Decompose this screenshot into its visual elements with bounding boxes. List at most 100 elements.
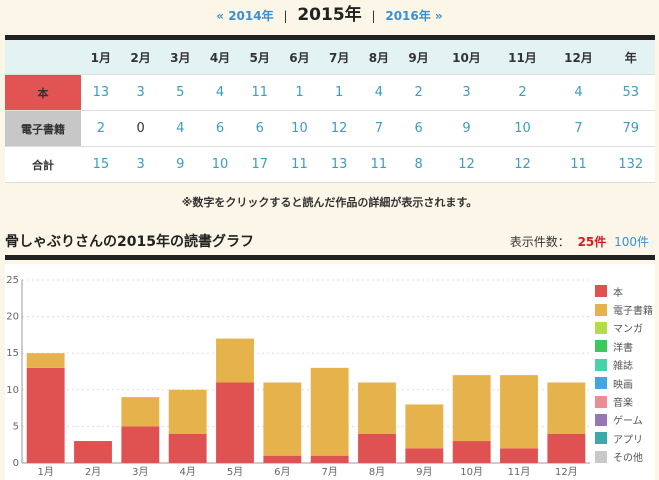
legend-item: 本 bbox=[595, 282, 655, 300]
count-cell[interactable]: 11 bbox=[239, 74, 280, 111]
bar-segment bbox=[405, 404, 444, 449]
bar-segment bbox=[452, 375, 491, 442]
count-cell[interactable]: 3 bbox=[438, 74, 495, 111]
bar-segment bbox=[216, 382, 254, 463]
y-tick-label: 0 bbox=[13, 458, 19, 469]
legend-swatch bbox=[595, 395, 607, 408]
count-cell[interactable]: 5 bbox=[160, 74, 201, 111]
count-cell[interactable]: 7 bbox=[359, 110, 399, 147]
count-cell[interactable]: 17 bbox=[239, 146, 280, 183]
column-header bbox=[5, 37, 81, 75]
bar-segment bbox=[405, 448, 444, 463]
legend-item: 音楽 bbox=[595, 392, 655, 410]
legend-label: マンガ bbox=[613, 324, 643, 336]
count-cell[interactable]: 9 bbox=[438, 110, 495, 147]
column-header: 1月 bbox=[81, 37, 121, 75]
column-header: 3月 bbox=[160, 37, 201, 75]
year-total-cell[interactable]: 53 bbox=[606, 74, 655, 111]
count-cell[interactable]: 3 bbox=[120, 146, 161, 183]
x-tick-label: 10月 bbox=[460, 466, 483, 478]
count-cell[interactable]: 1 bbox=[319, 74, 360, 111]
y-tick-label: 20 bbox=[6, 312, 19, 323]
row-label-ebook: 電子書籍 bbox=[5, 110, 81, 147]
row-label-book: 本 bbox=[5, 74, 81, 111]
count-cell[interactable]: 13 bbox=[319, 146, 360, 183]
count-cell[interactable]: 9 bbox=[160, 146, 201, 183]
count-cell[interactable]: 11 bbox=[359, 146, 399, 183]
legend-label: 映画 bbox=[613, 379, 633, 391]
count-cell[interactable]: 4 bbox=[200, 74, 240, 111]
count-cell[interactable]: 10 bbox=[200, 146, 240, 183]
display-count-label: 表示件数： bbox=[509, 235, 570, 249]
count-cell[interactable]: 10 bbox=[279, 110, 320, 147]
prev-year-link[interactable]: « 2014年 bbox=[216, 9, 274, 23]
x-tick-label: 9月 bbox=[416, 466, 432, 478]
table-header-row: 1月 2月 3月 4月 5月 6月 7月 8月 9月 10月 11月 12月 年 bbox=[5, 37, 655, 75]
reading-chart: 0 5 10 15 20 25 1月 2月 3月 4月 5月 6月 7月 8月 9月 10月 11月 12月 本電… bbox=[5, 264, 655, 480]
bar-segment bbox=[547, 382, 586, 434]
count-cell[interactable]: 3 bbox=[120, 74, 161, 111]
count-cell[interactable]: 4 bbox=[160, 110, 201, 147]
graph-header: 骨しゃぶりさんの2015年の読書グラフ 表示件数： 25件 100件 bbox=[5, 231, 655, 251]
legend-item: 雑誌 bbox=[595, 356, 655, 374]
count-cell[interactable]: 2 bbox=[398, 74, 439, 111]
next-year-link[interactable]: 2016年 » bbox=[385, 9, 443, 23]
legend-item: その他 bbox=[595, 448, 655, 466]
x-tick-label: 7月 bbox=[321, 466, 337, 478]
bar-segment bbox=[263, 455, 302, 463]
nav-separator: | bbox=[283, 9, 288, 23]
legend-swatch bbox=[595, 285, 607, 298]
count-cell[interactable]: 1 bbox=[279, 74, 320, 111]
count-cell[interactable]: 11 bbox=[279, 146, 320, 183]
count-cell[interactable]: 4 bbox=[359, 74, 399, 111]
legend-swatch bbox=[595, 413, 607, 426]
legend-swatch bbox=[595, 358, 607, 371]
year-total-cell[interactable]: 79 bbox=[606, 110, 655, 147]
click-hint-note: ※数字をクリックすると読んだ作品の詳細が表示されます。 bbox=[181, 196, 478, 209]
x-tick-label: 6月 bbox=[274, 466, 290, 478]
table-row-total: 合計 15 3 9 10 17 11 13 11 8 12 12 11 132 bbox=[5, 146, 655, 183]
x-tick-label: 1月 bbox=[37, 466, 53, 478]
y-tick-label: 15 bbox=[6, 348, 19, 359]
legend-label: ゲーム bbox=[613, 416, 643, 428]
count-cell[interactable]: 6 bbox=[398, 110, 439, 147]
column-header: 2月 bbox=[120, 37, 161, 75]
graph-title: 骨しゃぶりさんの2015年の読書グラフ bbox=[5, 234, 254, 250]
count-cell[interactable]: 12 bbox=[494, 146, 551, 183]
bar-segment bbox=[121, 397, 160, 427]
legend-label: 洋書 bbox=[613, 342, 633, 354]
column-header: 9月 bbox=[398, 37, 439, 75]
legend-label: その他 bbox=[613, 453, 643, 465]
count-cell[interactable]: 2 bbox=[81, 110, 121, 147]
bar-segment bbox=[121, 426, 160, 463]
count-cell[interactable]: 6 bbox=[200, 110, 240, 147]
count-cell[interactable]: 11 bbox=[550, 146, 607, 183]
x-tick-label: 3月 bbox=[132, 466, 148, 478]
count-cell[interactable]: 7 bbox=[550, 110, 607, 147]
nav-separator: | bbox=[371, 9, 376, 23]
legend-swatch bbox=[595, 377, 607, 390]
count-cell[interactable]: 13 bbox=[81, 74, 121, 111]
count-option-active: 25件 bbox=[577, 235, 607, 249]
bar-segment bbox=[500, 375, 538, 449]
legend-item: マンガ bbox=[595, 319, 655, 337]
count-cell[interactable]: 4 bbox=[550, 74, 607, 111]
bar-segment bbox=[452, 441, 491, 463]
count-cell[interactable]: 6 bbox=[239, 110, 280, 147]
table-row-ebook: 電子書籍 2 0 4 6 6 10 12 7 6 9 10 7 79 bbox=[5, 110, 655, 147]
chart-legend: 本電子書籍 マンガ 洋書 雑誌 映画 音楽 ゲーム アプリ その他 bbox=[595, 282, 655, 466]
count-cell[interactable]: 12 bbox=[319, 110, 360, 147]
count-option-link[interactable]: 100件 bbox=[614, 235, 649, 249]
legend-swatch bbox=[595, 303, 607, 316]
count-cell[interactable]: 8 bbox=[398, 146, 439, 183]
x-tick-label: 8月 bbox=[369, 466, 385, 478]
count-cell[interactable]: 10 bbox=[494, 110, 551, 147]
y-tick-label: 5 bbox=[13, 421, 19, 432]
year-total-cell[interactable]: 132 bbox=[606, 146, 655, 183]
count-cell[interactable]: 12 bbox=[438, 146, 495, 183]
column-header: 10月 bbox=[438, 37, 495, 75]
count-cell[interactable]: 2 bbox=[494, 74, 551, 111]
bar-segment bbox=[74, 441, 112, 463]
count-cell[interactable]: 15 bbox=[81, 146, 121, 183]
bar-segment bbox=[500, 448, 538, 463]
